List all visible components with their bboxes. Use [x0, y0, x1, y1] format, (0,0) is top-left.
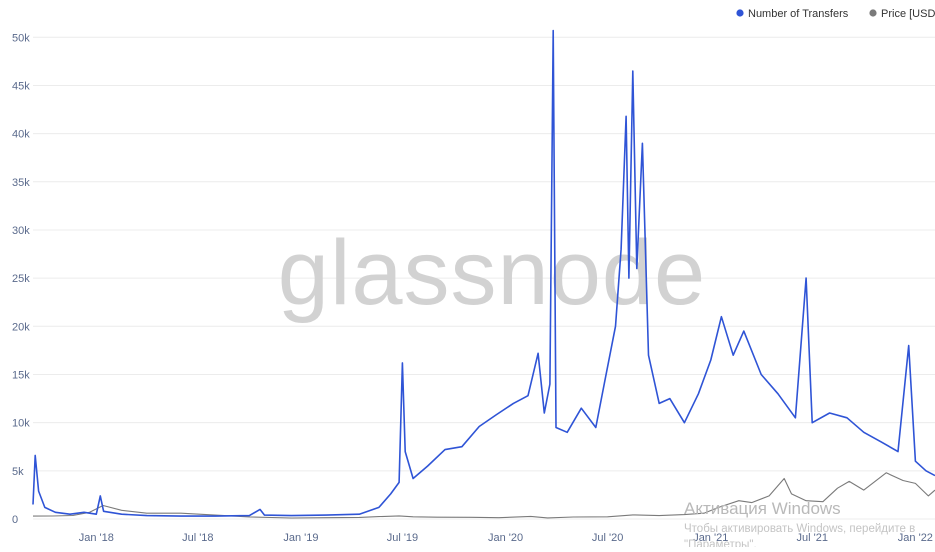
- legend: Number of Transfers Price [USD]: [736, 8, 935, 20]
- legend-label: Price [USD]: [881, 8, 935, 20]
- x-tick-label: Jul '20: [592, 532, 623, 544]
- windows-activation-title: Активация Windows: [684, 499, 841, 518]
- y-tick-label: 25k: [12, 273, 30, 285]
- y-tick-label: 5k: [12, 466, 24, 478]
- x-tick-label: Jan '18: [79, 532, 114, 544]
- y-tick-label: 50k: [12, 32, 30, 44]
- y-axis-tick-labels: 0 5k 10k 15k 20k 25k 30k 35k 40k 45k 50k: [12, 32, 30, 526]
- gridlines: [33, 36, 935, 520]
- legend-label: Number of Transfers: [748, 8, 849, 20]
- x-axis-tick-labels: Jan '18 Jul '18 Jan '19 Jul '19 Jan '20 Jul '…: [79, 532, 933, 544]
- y-tick-label: 35k: [12, 177, 30, 189]
- y-tick-label: 10k: [12, 418, 30, 430]
- x-tick-label: Jul '19: [387, 532, 418, 544]
- series-line-transfers: [32, 29, 935, 517]
- y-tick-label: 30k: [12, 225, 30, 237]
- x-tick-label: Jul '18: [182, 532, 213, 544]
- legend-marker: [736, 9, 744, 17]
- y-tick-label: 40k: [12, 129, 30, 141]
- glassnode-watermark: glassnode: [278, 222, 706, 324]
- windows-activation-line-1: Чтобы активировать Windows, перейдите в: [684, 523, 915, 535]
- x-tick-label: Jan '21: [693, 532, 728, 544]
- windows-activation-line-2: "Параметры".: [684, 539, 757, 547]
- y-tick-label: 15k: [12, 369, 30, 381]
- y-tick-label: 0: [12, 514, 18, 526]
- y-tick-label: 45k: [12, 80, 30, 92]
- series-line-price: [32, 472, 935, 519]
- x-tick-label: Jan '20: [488, 532, 523, 544]
- x-tick-label: Jan '22: [898, 532, 933, 544]
- series-lines: [32, 29, 935, 519]
- x-tick-label: Jul '21: [797, 532, 828, 544]
- y-tick-label: 20k: [12, 321, 30, 333]
- legend-marker: [869, 9, 877, 17]
- x-tick-label: Jan '19: [283, 532, 318, 544]
